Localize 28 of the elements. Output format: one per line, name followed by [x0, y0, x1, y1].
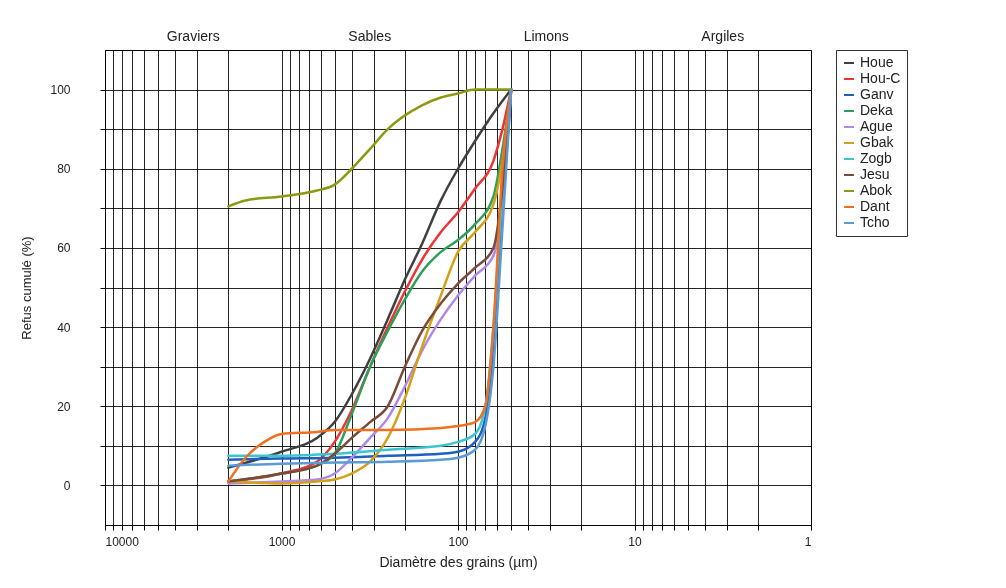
legend-label: Jesu	[860, 166, 890, 182]
legend-label: Houe	[860, 54, 894, 70]
y-tick-label: 100	[50, 83, 71, 98]
legend-label: Gbak	[860, 134, 895, 150]
text: Limons	[523, 28, 569, 44]
legend-label: Hou-C	[860, 70, 901, 86]
legend-label: Zogb	[860, 150, 893, 166]
y-tick-label: 40	[57, 320, 71, 335]
legend-label: Ague	[860, 118, 893, 134]
x-axis-title: Diamètre des grains (µm)	[379, 553, 538, 570]
legend-label: Ganv	[860, 86, 894, 102]
text: Graviers	[166, 28, 220, 44]
legend-label: Dant	[860, 198, 890, 214]
y-tick-label: 20	[57, 399, 71, 414]
text: Sables	[348, 28, 392, 44]
text: Argiles	[701, 28, 745, 44]
legend-label: Tcho	[860, 214, 890, 230]
y-axis-title: Refus cumulé (%)	[19, 236, 35, 340]
x-tick-label: 1000	[268, 534, 296, 549]
x-tick-label: 100	[448, 534, 469, 549]
y-tick-label: 60	[57, 241, 71, 256]
legend-label: Deka	[860, 102, 893, 118]
x-tick-label: 1	[804, 534, 812, 549]
y-tick-label: 0	[63, 478, 71, 493]
y-tick-label: 80	[57, 162, 71, 177]
x-tick-label: 10000	[105, 534, 140, 549]
legend-label: Abok	[860, 182, 893, 198]
x-tick-label: 10	[628, 534, 642, 549]
